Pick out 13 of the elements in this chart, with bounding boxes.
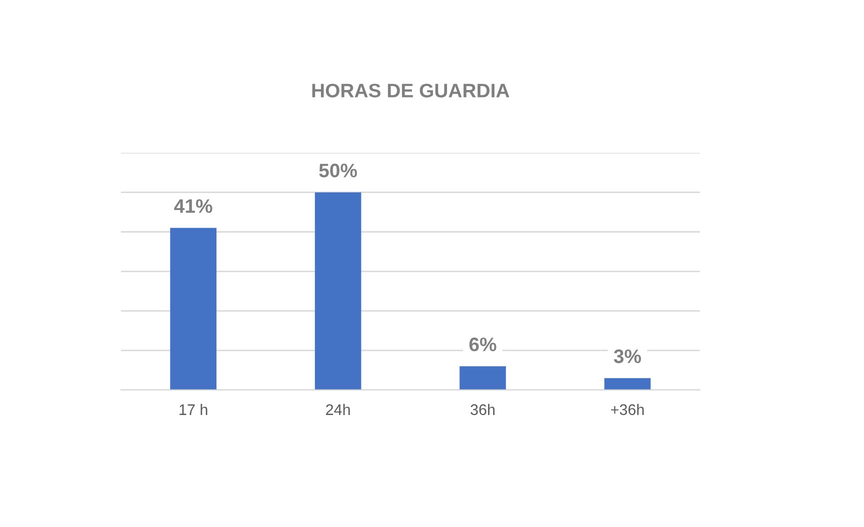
- x-tick-label: +36h: [611, 404, 644, 416]
- x-tick-label: 17 h: [180, 404, 208, 415]
- bar: [604, 378, 651, 390]
- x-tick-label: 24h: [326, 404, 350, 415]
- bar: [314, 192, 362, 390]
- data-label: 50%: [319, 164, 357, 178]
- data-label: 6%: [469, 338, 496, 352]
- chart-title: HORAS DE GUARDIA: [312, 84, 510, 98]
- bar: [170, 228, 216, 390]
- x-tick-label: 36h: [470, 404, 495, 416]
- data-label: 3%: [614, 349, 642, 364]
- data-label: 41%: [174, 199, 212, 213]
- bar: [460, 366, 506, 390]
